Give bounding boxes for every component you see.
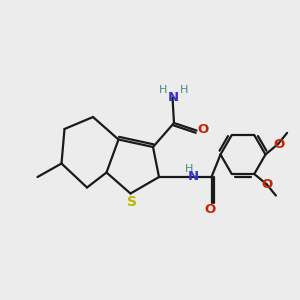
Text: N: N: [188, 170, 200, 184]
Text: S: S: [127, 196, 137, 209]
Text: O: O: [273, 137, 284, 151]
Text: H: H: [185, 164, 193, 174]
Text: O: O: [262, 178, 273, 191]
Text: H: H: [180, 85, 188, 95]
Text: N: N: [167, 91, 179, 104]
Text: O: O: [204, 202, 216, 216]
Text: O: O: [197, 123, 208, 136]
Text: H: H: [159, 85, 167, 95]
